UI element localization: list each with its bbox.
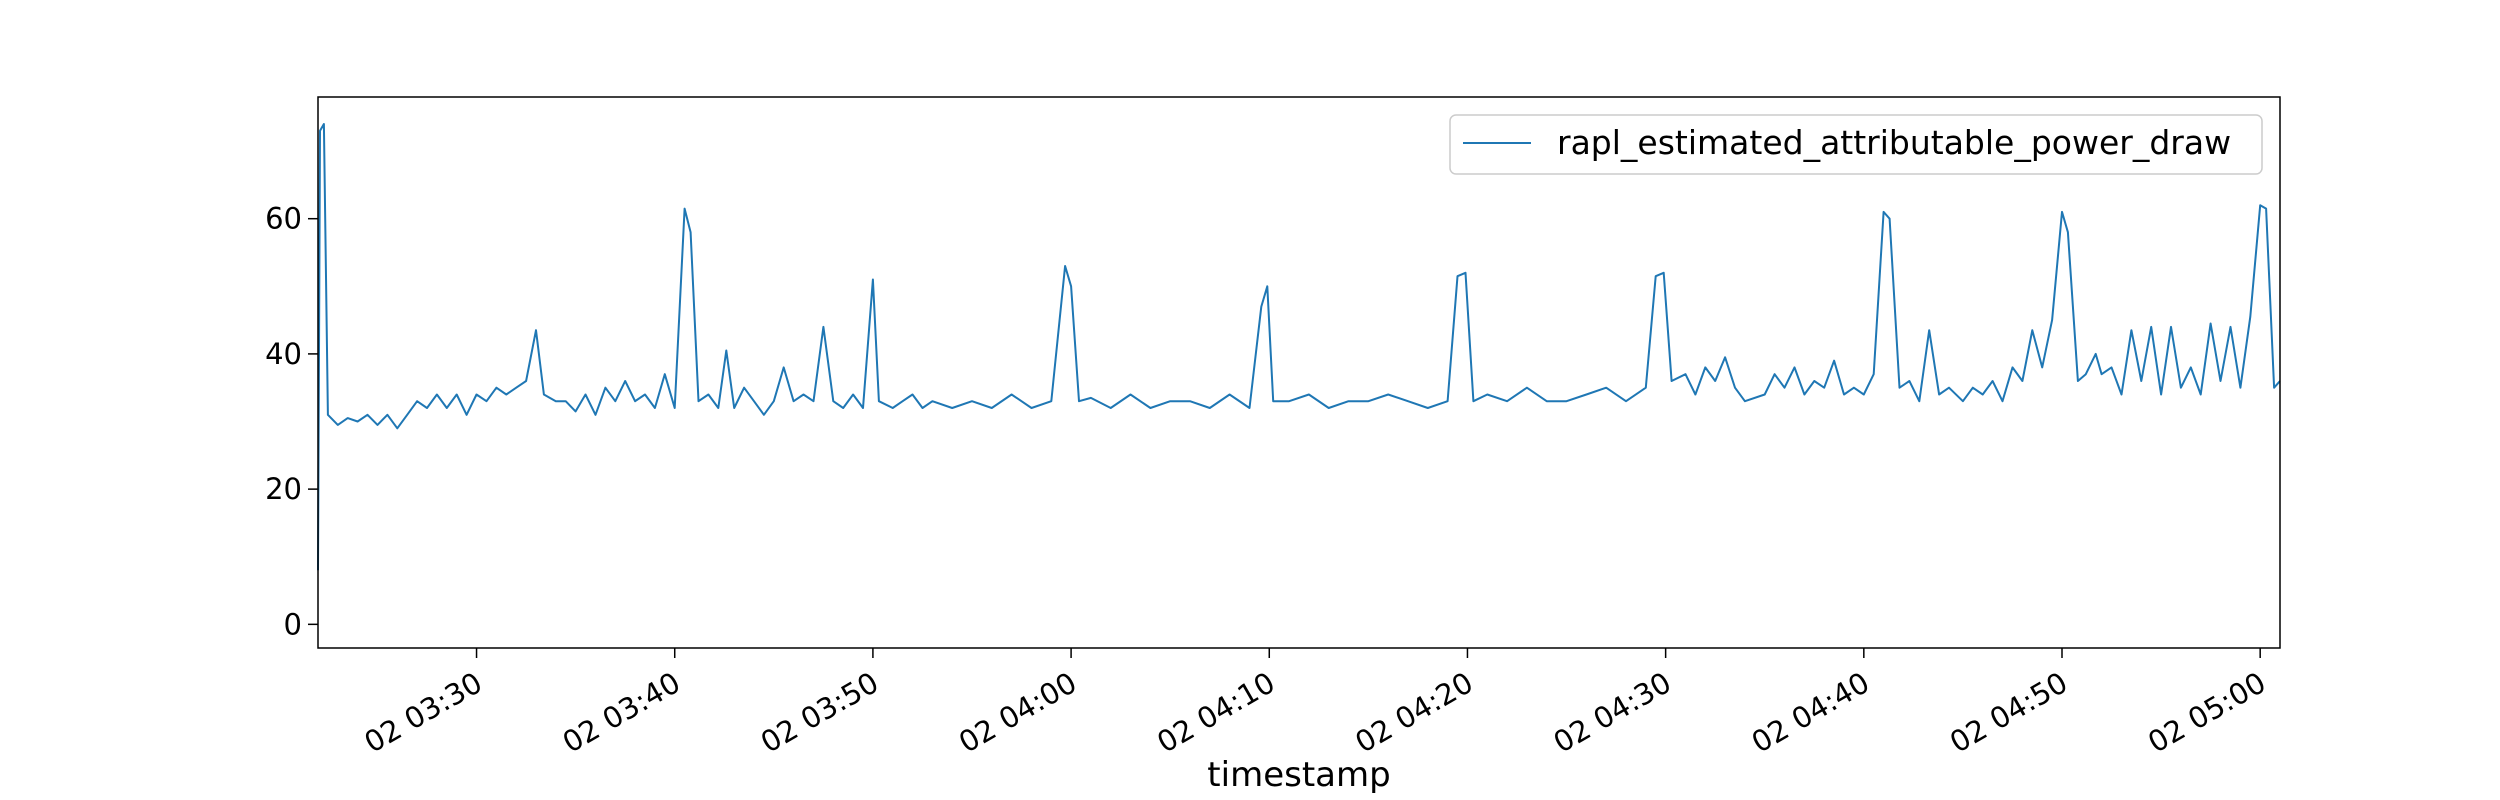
x-tick-label: 02 03:30	[359, 665, 488, 759]
y-tick-label: 20	[265, 472, 302, 506]
x-tick-label: 02 04:50	[1944, 665, 2073, 759]
y-axis-ticks: 0 20 40 60	[265, 202, 318, 641]
plot-background	[318, 97, 2280, 648]
x-tick-label: 02 04:40	[1746, 665, 1875, 759]
plot-frame	[317, 96, 2281, 649]
y-tick-label: 40	[265, 337, 302, 371]
x-tick-label: 02 04:20	[1349, 665, 1478, 759]
legend-box	[1449, 114, 2263, 175]
x-tick-label: 02 03:40	[557, 665, 686, 759]
x-tick-label: 02 04:00	[953, 665, 1082, 759]
x-tick-label: 02 05:00	[2142, 665, 2271, 759]
x-tick-label: 02 03:50	[755, 665, 884, 759]
x-axis-label: timestamp	[1207, 755, 1390, 795]
x-tick-label: 02 04:10	[1151, 665, 1280, 759]
series-line-0	[317, 123, 2281, 571]
legend-series-label: rapl_estimated_attributable_power_draw	[1557, 123, 2231, 162]
series-layer	[317, 123, 2281, 571]
y-tick-label: 60	[265, 202, 302, 236]
x-tick-label: 02 04:30	[1548, 665, 1677, 759]
x-axis-ticks: 02 03:30 02 03:40 02 03:50 02 04:00 02 04:10…	[359, 648, 2271, 760]
legend: rapl_estimated_attributable_power_draw	[1449, 114, 2263, 175]
y-tick-label: 0	[284, 607, 302, 641]
